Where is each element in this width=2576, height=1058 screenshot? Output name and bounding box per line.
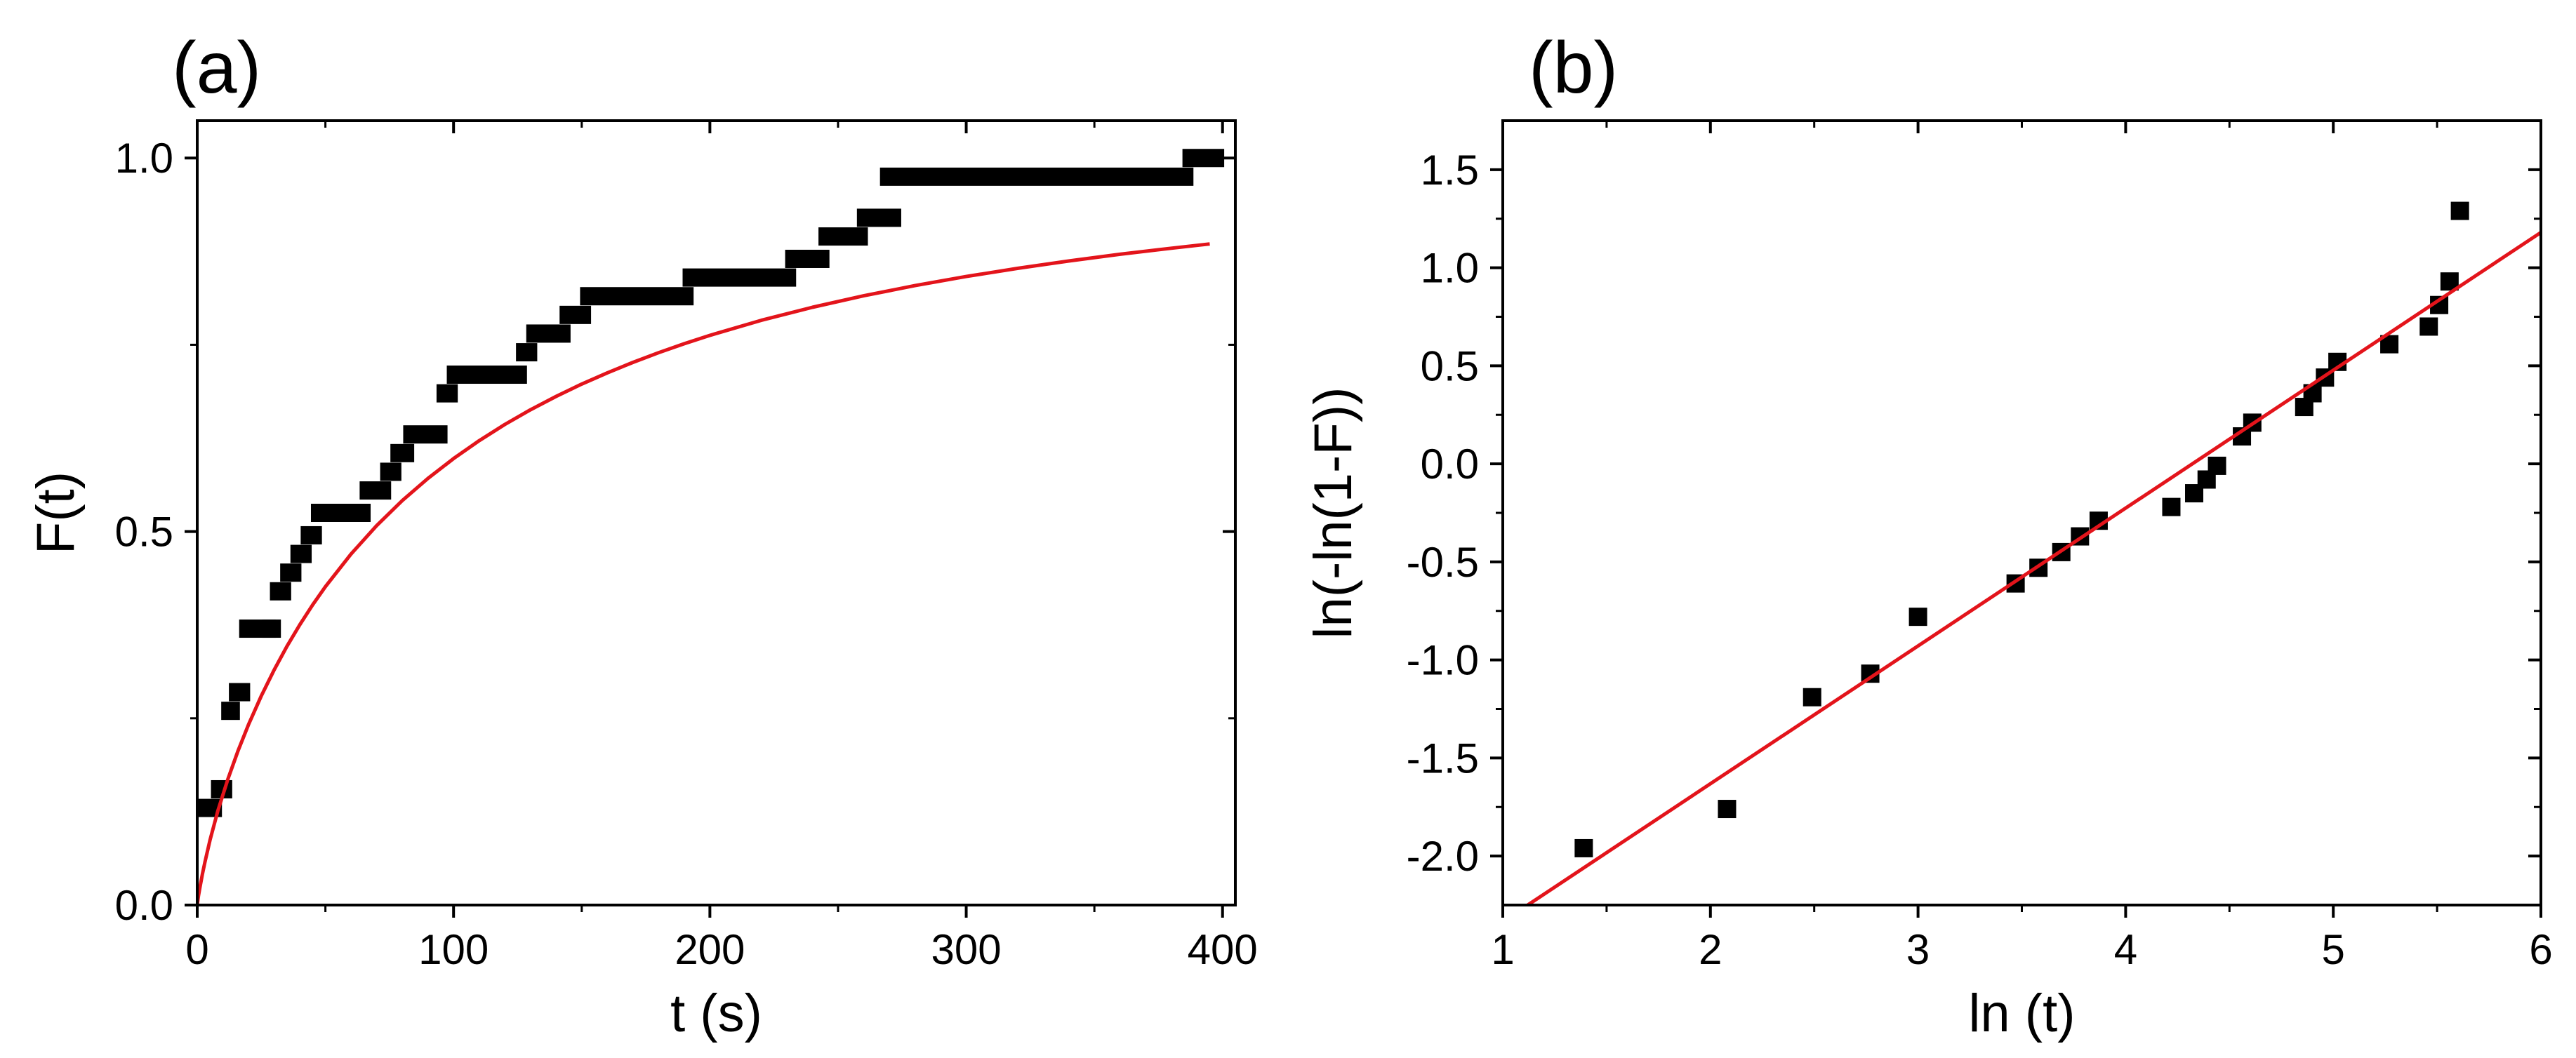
data-marker: [290, 544, 312, 563]
data-marker: [559, 305, 592, 324]
panel-b-plot-frame: [1501, 119, 2542, 906]
x-tick-label: 0: [185, 926, 208, 973]
y-tick-label: 1.0: [1421, 245, 1479, 292]
fit-line: [1527, 231, 2541, 905]
panel-b-data-layer: [1574, 201, 2469, 857]
data-marker: [229, 683, 251, 702]
data-marker: [403, 425, 448, 444]
panel-a-plot-frame: [196, 119, 1237, 906]
data-marker: [682, 268, 797, 287]
panel-b-x-axis-label: ln (t): [1969, 984, 2076, 1043]
panel-b-ticks: 1 2 3 4 5 6 -2.0 -1.5 -1.0 -0.5 0.0 0.5 1.0 1.5: [1407, 121, 2553, 973]
y-tick-label: 0.0: [115, 882, 173, 929]
panel-a-fit-layer: [197, 242, 1210, 905]
data-point: [1718, 800, 1737, 819]
panel-a-data-layer: [198, 149, 1225, 817]
x-tick-label: 6: [2529, 926, 2552, 973]
data-marker: [380, 462, 401, 481]
data-marker: [879, 167, 1194, 186]
panel-a-x-axis-label: t (s): [670, 984, 762, 1043]
x-tick-label: 2: [1699, 926, 1722, 973]
data-marker: [270, 582, 291, 601]
panel-a-ticks: 0 100 200 300 400 0.0 0.5 1.0: [115, 121, 1258, 973]
y-tick-label: 0.0: [1421, 441, 1479, 488]
x-tick-label: 1: [1491, 926, 1514, 973]
x-tick-label: 300: [931, 926, 1002, 973]
panel-b-fit-layer: [1527, 231, 2541, 905]
data-point: [2162, 497, 2181, 516]
data-marker: [580, 287, 694, 306]
data-marker: [1182, 149, 1225, 168]
panel-b-label: (b): [1529, 27, 1618, 109]
data-marker: [300, 525, 322, 544]
panel-b-y-axis-label: ln(-ln(1-F)): [1303, 387, 1363, 639]
data-point: [1908, 608, 1927, 627]
data-marker: [390, 443, 415, 462]
x-tick-label: 100: [418, 926, 489, 973]
fit-curve: [197, 242, 1210, 905]
y-tick-label: 0.5: [1421, 342, 1479, 389]
panel-a: (a) 0 100 200 300 400 0.0 0.5 1.0 t (s) F(t): [26, 27, 1258, 1043]
data-marker: [359, 481, 392, 500]
y-tick-label: -2.0: [1407, 833, 1479, 880]
x-tick-label: 5: [2322, 926, 2345, 973]
data-marker: [818, 227, 868, 246]
x-tick-label: 3: [1906, 926, 1930, 973]
y-tick-label: 1.0: [115, 135, 173, 182]
panel-b: (b) 1 2 3 4 5 6 -2.0 -1.5 -1.0 -0.5 0.0 0.5 1.0 1.5 l…: [1303, 27, 2553, 1043]
data-point: [2450, 201, 2469, 220]
x-tick-label: 200: [675, 926, 745, 973]
y-tick-label: 1.5: [1421, 147, 1479, 194]
data-point: [1802, 688, 1821, 707]
data-marker: [526, 324, 571, 343]
data-marker: [856, 208, 901, 227]
y-tick-label: -0.5: [1407, 539, 1479, 586]
x-tick-label: 400: [1188, 926, 1258, 973]
data-marker: [280, 563, 302, 582]
y-tick-label: 0.5: [115, 509, 173, 556]
data-point: [2207, 456, 2226, 475]
data-marker: [262, 620, 281, 638]
data-point: [1574, 838, 1593, 857]
data-marker: [785, 249, 830, 268]
y-tick-label: -1.0: [1407, 637, 1479, 684]
data-marker: [436, 384, 458, 403]
data-marker: [516, 343, 538, 362]
data-marker: [221, 702, 240, 721]
x-tick-label: 4: [2114, 926, 2137, 973]
data-marker: [310, 504, 371, 522]
panel-a-y-axis-label: F(t): [26, 471, 86, 554]
y-tick-label: -1.5: [1407, 735, 1479, 782]
panel-a-label: (a): [172, 27, 261, 109]
data-marker: [446, 366, 527, 384]
data-point: [2419, 317, 2438, 336]
